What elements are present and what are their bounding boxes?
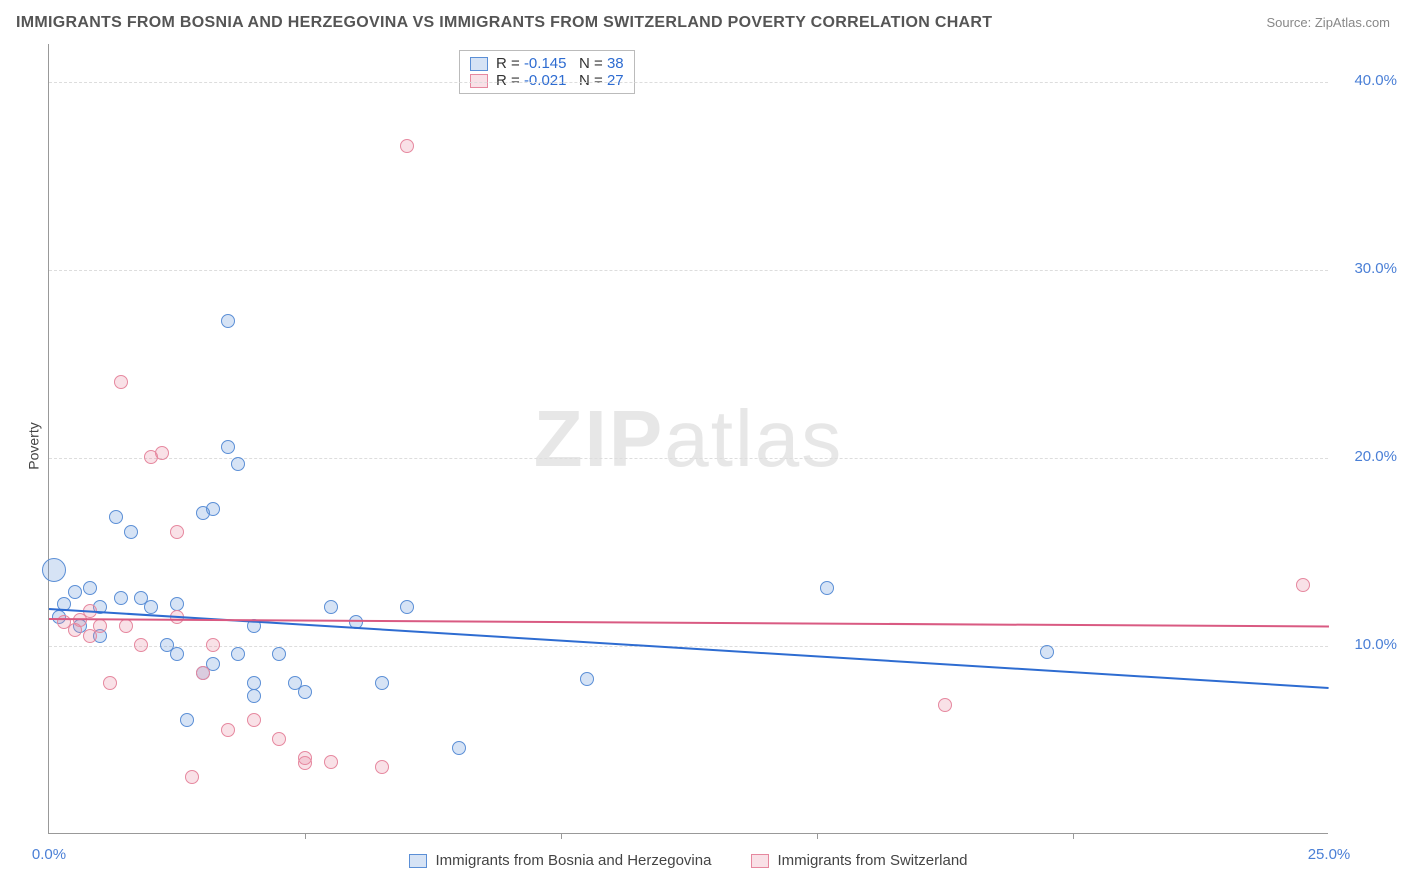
data-point — [68, 585, 82, 599]
data-point — [114, 591, 128, 605]
data-point — [185, 770, 199, 784]
data-point — [93, 619, 107, 633]
legend-stats: R = -0.021 N = 27 — [496, 72, 624, 89]
data-point — [452, 741, 466, 755]
data-point — [324, 600, 338, 614]
data-point — [221, 440, 235, 454]
plot-area: ZIPatlas R = -0.145 N = 38R = -0.021 N =… — [48, 44, 1328, 834]
legend-stats: R = -0.145 N = 38 — [496, 55, 624, 72]
gridline — [49, 82, 1328, 83]
data-point — [231, 457, 245, 471]
source-label: Source: ZipAtlas.com — [1266, 15, 1390, 30]
data-point — [196, 666, 210, 680]
ytick-label: 20.0% — [1337, 448, 1397, 465]
data-point — [1296, 578, 1310, 592]
series-legend: Immigrants from Bosnia and Herzegovina Im… — [49, 852, 1328, 869]
data-point — [298, 685, 312, 699]
data-point — [231, 647, 245, 661]
legend-row: R = -0.145 N = 38 — [470, 55, 624, 72]
data-point — [580, 672, 594, 686]
data-point — [272, 732, 286, 746]
data-point — [109, 510, 123, 524]
data-point — [247, 676, 261, 690]
xtick — [817, 833, 818, 839]
data-point — [221, 723, 235, 737]
data-point — [42, 558, 66, 582]
data-point — [180, 713, 194, 727]
data-point — [103, 676, 117, 690]
watermark-light: atlas — [664, 394, 843, 483]
ytick-label: 10.0% — [1337, 636, 1397, 653]
data-point — [1040, 645, 1054, 659]
data-point — [83, 581, 97, 595]
watermark-bold: ZIP — [534, 394, 664, 483]
xtick — [305, 833, 306, 839]
data-point — [247, 689, 261, 703]
data-point — [375, 676, 389, 690]
chart-title: IMMIGRANTS FROM BOSNIA AND HERZEGOVINA V… — [16, 14, 992, 32]
data-point — [400, 139, 414, 153]
legend-swatch — [470, 57, 488, 71]
legend-swatch — [409, 854, 427, 868]
legend-swatch — [470, 74, 488, 88]
ytick-label: 40.0% — [1337, 72, 1397, 89]
xtick — [1073, 833, 1074, 839]
data-point — [938, 698, 952, 712]
data-point — [170, 647, 184, 661]
data-point — [119, 619, 133, 633]
gridline — [49, 270, 1328, 271]
legend-item: Immigrants from Bosnia and Herzegovina — [409, 852, 711, 869]
data-point — [400, 600, 414, 614]
data-point — [324, 755, 338, 769]
legend-swatch — [751, 854, 769, 868]
data-point — [247, 713, 261, 727]
data-point — [124, 525, 138, 539]
xtick — [561, 833, 562, 839]
data-point — [155, 446, 169, 460]
data-point — [170, 525, 184, 539]
data-point — [272, 647, 286, 661]
data-point — [206, 502, 220, 516]
legend-row: R = -0.021 N = 27 — [470, 72, 624, 89]
ytick-label: 30.0% — [1337, 260, 1397, 277]
data-point — [375, 760, 389, 774]
data-point — [820, 581, 834, 595]
watermark: ZIPatlas — [534, 393, 843, 485]
xtick-label: 0.0% — [19, 846, 79, 863]
correlation-legend-box: R = -0.145 N = 38R = -0.021 N = 27 — [459, 50, 635, 94]
legend-label: Immigrants from Switzerland — [777, 852, 967, 869]
legend-label: Immigrants from Bosnia and Herzegovina — [435, 852, 711, 869]
data-point — [221, 314, 235, 328]
trend-line — [49, 618, 1329, 628]
data-point — [114, 375, 128, 389]
data-point — [144, 600, 158, 614]
data-point — [170, 597, 184, 611]
data-point — [134, 638, 148, 652]
y-axis-label: Poverty — [26, 422, 42, 469]
data-point — [298, 751, 312, 765]
data-point — [206, 638, 220, 652]
legend-item: Immigrants from Switzerland — [751, 852, 967, 869]
xtick-label: 25.0% — [1299, 846, 1359, 863]
